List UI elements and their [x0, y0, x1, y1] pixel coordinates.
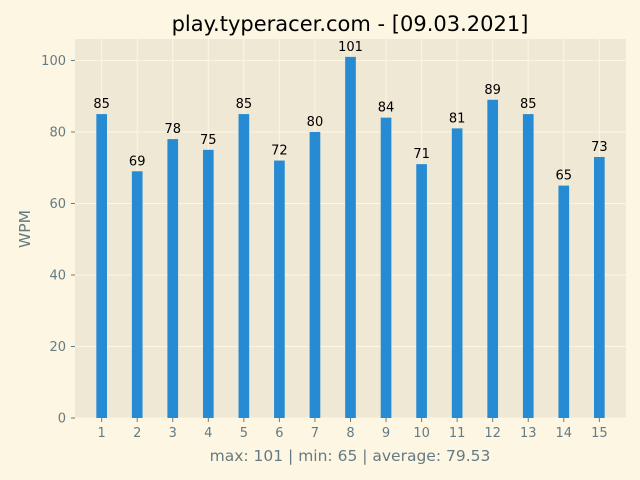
bar-value-label: 81: [449, 111, 466, 126]
x-tick-label: 11: [449, 426, 466, 441]
bar-value-label: 84: [378, 101, 395, 116]
y-axis-label: WPM: [16, 210, 34, 248]
bar: [309, 131, 321, 418]
bar: [274, 160, 285, 418]
y-tick-label: 20: [49, 340, 66, 355]
x-tick-label: 2: [133, 426, 141, 441]
bars: [96, 56, 605, 419]
bar-value-label: 85: [93, 97, 110, 112]
x-tick-label: 15: [591, 426, 608, 441]
bar: [167, 139, 179, 418]
chart-title: play.typeracer.com - [09.03.2021]: [172, 12, 529, 36]
bar-value-label: 85: [236, 97, 253, 112]
bar: [416, 164, 427, 418]
bar: [522, 114, 534, 419]
bar: [558, 185, 570, 418]
x-axis-label: max: 101 | min: 65 | average: 79.53: [210, 447, 491, 465]
x-tick-label: 4: [204, 426, 212, 441]
x-tick-label: 12: [484, 426, 501, 441]
x-tick-label: 6: [275, 426, 283, 441]
y-tick-label: 60: [49, 197, 66, 212]
bar-value-label: 65: [556, 169, 573, 184]
x-axis-ticks: 1 2 3 4 5 6 7 8 9 10 11 12 13 14 15: [98, 418, 608, 441]
y-tick-label: 80: [49, 125, 66, 140]
bar: [238, 114, 250, 419]
x-tick-label: 10: [413, 426, 430, 441]
bar-value-label: 80: [307, 115, 324, 130]
x-tick-label: 13: [520, 426, 537, 441]
x-tick-label: 5: [240, 426, 248, 441]
bar: [96, 114, 107, 419]
bar-value-label: 69: [129, 154, 146, 169]
bar: [202, 149, 214, 418]
bar-value-label: 73: [591, 140, 608, 155]
bar-value-label: 72: [271, 144, 288, 159]
y-tick-label: 0: [58, 412, 66, 427]
bar-value-label: 101: [338, 40, 363, 55]
x-tick-label: 3: [169, 426, 177, 441]
x-tick-label: 9: [382, 426, 390, 441]
bar-value-label: 89: [484, 83, 501, 98]
bar: [345, 56, 356, 419]
y-axis-ticks: 0 20 40 60 80 100: [41, 54, 75, 427]
y-tick-label: 100: [41, 54, 66, 69]
bar-value-label: 78: [164, 122, 181, 137]
bar-value-label: 85: [520, 97, 537, 112]
bar: [131, 171, 143, 418]
bar: [594, 156, 605, 418]
x-tick-label: 1: [98, 426, 106, 441]
x-tick-label: 14: [556, 426, 573, 441]
y-tick-label: 40: [49, 268, 66, 283]
bar: [451, 128, 463, 419]
x-tick-label: 7: [311, 426, 319, 441]
bar-value-label: 75: [200, 133, 217, 148]
bar: [380, 117, 392, 419]
x-tick-label: 8: [346, 426, 354, 441]
bar-value-label: 71: [413, 147, 430, 162]
bar-value-labels: 85 69 78 75 85 72 80 101 84 71 81 89 85 65 73: [93, 40, 607, 184]
bar: [487, 99, 499, 418]
